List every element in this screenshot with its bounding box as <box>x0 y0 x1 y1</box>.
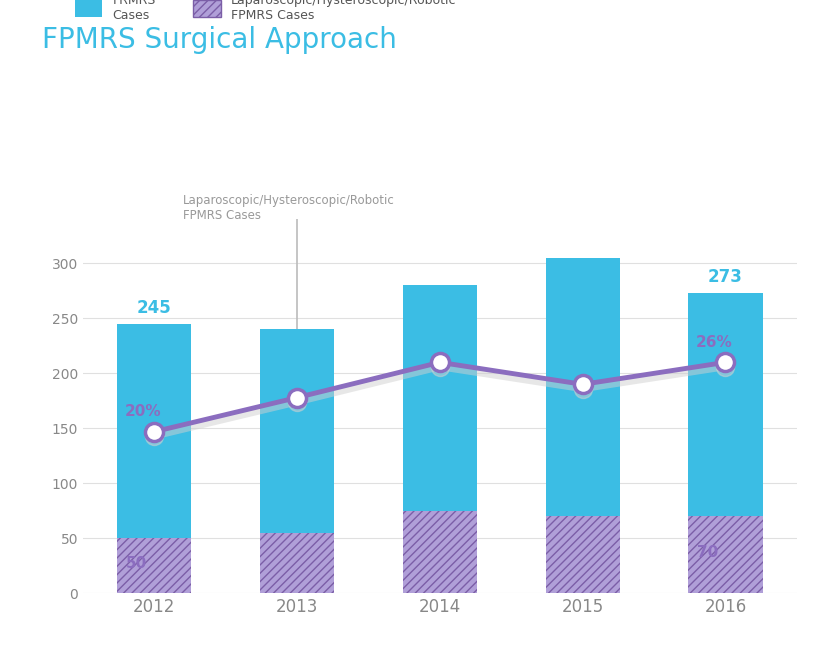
Bar <box>545 517 620 593</box>
Bar <box>403 285 477 593</box>
Text: Laparoscopic/Hysteroscopic/Robotic
FPMRS Cases: Laparoscopic/Hysteroscopic/Robotic FPMRS… <box>183 194 394 221</box>
Bar <box>117 324 192 593</box>
Text: FPMRS Surgical Approach: FPMRS Surgical Approach <box>42 26 397 54</box>
Bar <box>688 517 763 593</box>
Text: 273: 273 <box>708 268 743 286</box>
Bar <box>545 258 620 593</box>
Text: 50: 50 <box>126 556 147 571</box>
Text: 26%: 26% <box>696 335 732 350</box>
Bar <box>260 330 334 593</box>
Bar <box>688 293 763 593</box>
Bar <box>403 511 477 593</box>
Text: 70: 70 <box>697 545 718 561</box>
Text: 245: 245 <box>137 299 172 317</box>
Bar <box>260 533 334 593</box>
Text: 20%: 20% <box>124 404 161 419</box>
Bar <box>117 539 192 593</box>
Legend: FRMRS
Cases, Laparoscopic/Hysteroscopic/Robotic
FPMRS Cases: FRMRS Cases, Laparoscopic/Hysteroscopic/… <box>75 0 457 22</box>
